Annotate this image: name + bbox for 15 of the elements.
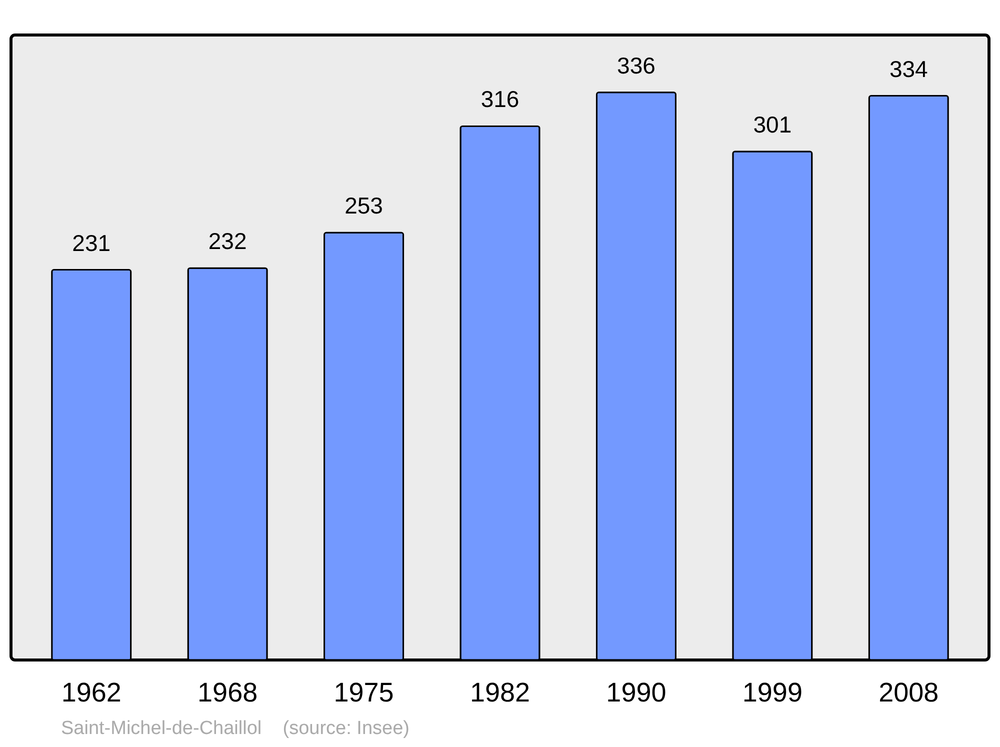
x-tick-label: 1975 (334, 678, 394, 708)
data-label: 336 (617, 52, 656, 78)
x-tick-label: 1968 (198, 678, 258, 708)
data-label: 316 (480, 86, 520, 112)
x-tick-label: 2008 (878, 678, 939, 708)
data-label: 301 (753, 112, 792, 138)
text: Saint-Michel-de-Chaillol (source: Insee) (61, 718, 410, 740)
x-tick-label: 1999 (742, 678, 802, 708)
x-tick-label: 1982 (470, 678, 530, 708)
data-label: 231 (72, 230, 111, 256)
data-label: 232 (208, 228, 247, 254)
x-tick-label: 1990 (606, 678, 666, 708)
data-label: 334 (889, 56, 928, 82)
data-label: 253 (344, 192, 383, 219)
x-tick-label: 1962 (61, 678, 122, 708)
